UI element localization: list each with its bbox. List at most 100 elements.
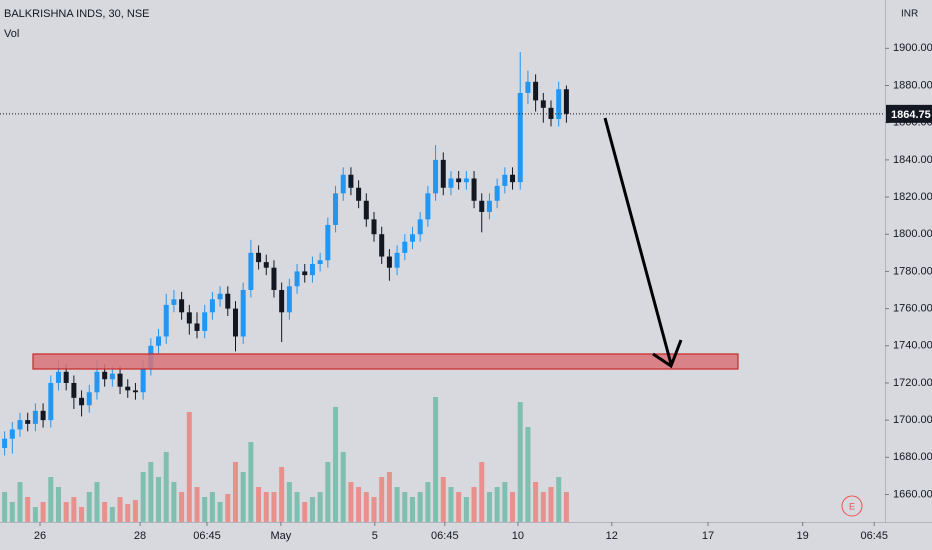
volume-bar (317, 492, 323, 522)
candle-body (363, 200, 369, 220)
y-tick-label: 1720.00 (893, 377, 932, 389)
candle-body (109, 373, 115, 380)
volume-bar (440, 477, 446, 522)
candle-body (202, 312, 208, 331)
candle-body (502, 174, 508, 186)
volume-bar (563, 492, 569, 522)
candle-body (125, 386, 131, 391)
candle-body (2, 438, 8, 449)
candle-body (156, 336, 162, 346)
candle-body (186, 312, 192, 324)
x-tick-label: 06:45 (860, 530, 888, 542)
volume-bar (433, 397, 439, 522)
volume-bar (379, 477, 385, 522)
volume-bar (55, 487, 61, 522)
currency-label: INR (901, 9, 918, 20)
candle-body (325, 224, 331, 261)
volume-bar (456, 492, 462, 522)
candle-body (71, 382, 77, 398)
volume-bar (517, 402, 523, 522)
volume-bar (140, 472, 146, 522)
volume-bar (340, 452, 346, 522)
candle-body (440, 159, 446, 188)
last-price-label: 1864.75 (891, 109, 931, 121)
volume-bar (363, 492, 369, 522)
volume-bar (294, 492, 300, 522)
volume-bar (494, 487, 500, 522)
volume-bar (132, 500, 138, 522)
volume-bar (32, 507, 38, 522)
candle-body (510, 174, 516, 183)
candle-body (225, 293, 231, 309)
volume-bar (425, 482, 431, 522)
candle-body (456, 178, 462, 183)
candle-body (32, 410, 38, 424)
x-tick-label: 12 (606, 530, 618, 542)
candle-body (79, 397, 85, 406)
candle-body (517, 92, 523, 183)
volume-bar (533, 482, 539, 522)
volume-bar (448, 487, 454, 522)
volume-bar (371, 497, 377, 522)
candle-body (271, 267, 277, 290)
volume-bar (525, 427, 531, 522)
symbol-title: BALKRISHNA INDS, 30, NSE (4, 8, 150, 20)
volume-bar (240, 472, 246, 522)
volume-bar (2, 492, 8, 522)
volume-bar (409, 497, 415, 522)
volume-bar (471, 487, 477, 522)
volume-bar (325, 462, 331, 522)
volume-bar (79, 507, 85, 522)
volume-bar (263, 492, 269, 522)
candle-body (348, 174, 354, 188)
volume-bar (117, 497, 123, 522)
y-tick-label: 1780.00 (893, 265, 932, 277)
volume-bar (179, 492, 185, 522)
volume-bar (394, 487, 400, 522)
candle-body (248, 252, 254, 290)
volume-bar (232, 462, 238, 522)
candle-body (533, 81, 539, 101)
candle-body (48, 382, 54, 421)
candle-body (140, 368, 146, 393)
x-tick-label: May (271, 530, 292, 542)
candle-body (486, 200, 492, 212)
x-tick-label: 06:45 (431, 530, 459, 542)
candle-body (179, 299, 185, 313)
candle-body (371, 219, 377, 235)
y-tick-label: 1900.00 (893, 42, 932, 54)
volume-bar (125, 504, 131, 522)
candle-body (132, 390, 138, 393)
volume-bar (86, 492, 92, 522)
volume-bar (556, 477, 562, 522)
candle-body (433, 159, 439, 194)
events-icon[interactable] (841, 495, 863, 517)
volume-bar (510, 492, 516, 522)
y-tick-label: 1880.00 (893, 79, 932, 91)
candle-body (309, 263, 315, 276)
volume-bar (402, 492, 408, 522)
candle-body (163, 304, 169, 337)
candle-body (232, 308, 238, 337)
volume-bar (94, 482, 100, 522)
candle-body (556, 89, 562, 119)
candle-body (463, 178, 469, 183)
events-icon-label[interactable]: E (849, 501, 855, 511)
candle-body (379, 234, 385, 257)
candle-body (317, 260, 323, 264)
volume-bar (309, 497, 315, 522)
volume-bar (40, 502, 46, 522)
volume-bar (202, 497, 208, 522)
candle-body (63, 371, 69, 383)
candle-body (356, 187, 362, 201)
candle-body (417, 219, 423, 235)
volume-bar (48, 477, 54, 522)
volume-bar (386, 472, 392, 522)
candle-body (394, 252, 400, 268)
y-tick-label: 1700.00 (893, 414, 932, 426)
volume-bar (109, 507, 115, 522)
candle-body (302, 271, 308, 276)
